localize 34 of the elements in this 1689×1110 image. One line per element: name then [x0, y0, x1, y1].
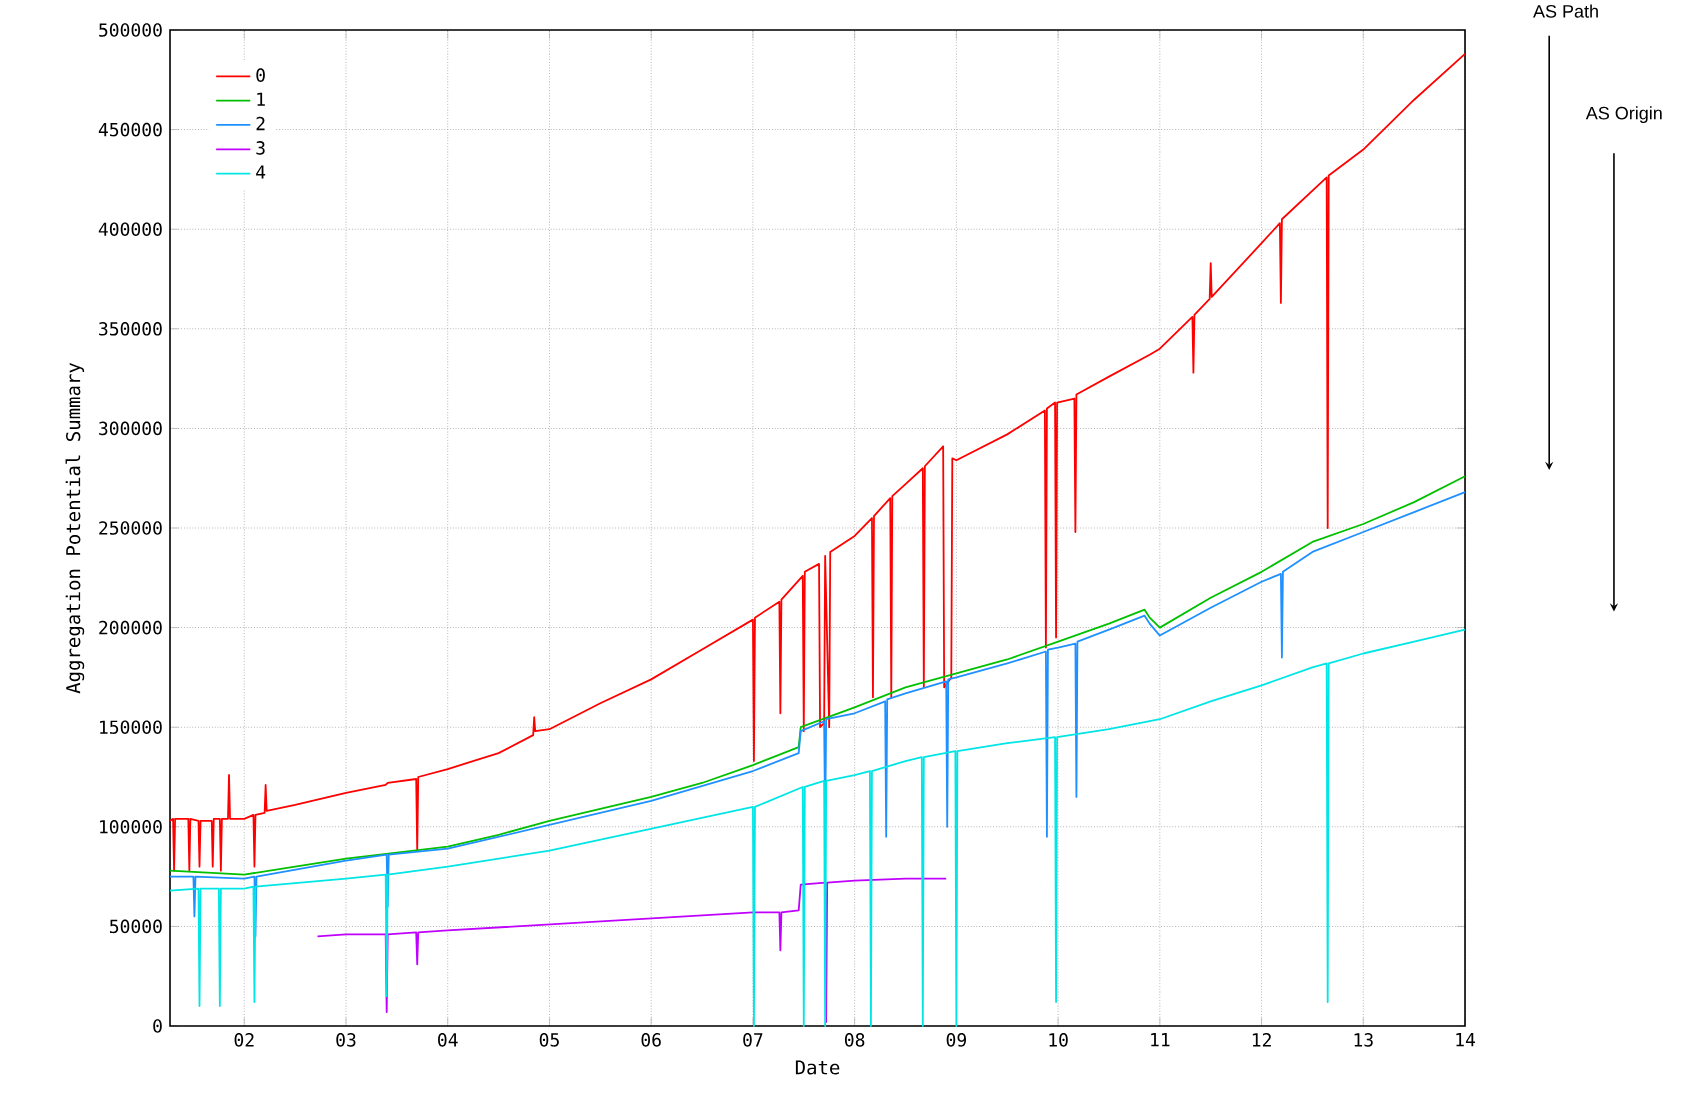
- x-tick-label: 03: [336, 1033, 356, 1047]
- y-axis-title: Aggregation Potential Summary: [65, 362, 85, 694]
- x-tick-label: 09: [946, 1033, 966, 1047]
- x-tick-label: 13: [1354, 1033, 1373, 1047]
- x-tick-label: 04: [438, 1033, 458, 1047]
- y-tick-label: 250000: [99, 521, 162, 535]
- x-tick-label: 06: [641, 1033, 661, 1047]
- y-tick-label: 450000: [98, 122, 162, 137]
- y-tick-label: 350000: [99, 321, 162, 336]
- y-tick-label: 400000: [98, 222, 162, 237]
- y-tick-label: 150000: [100, 720, 162, 735]
- x-tick-label: 05: [539, 1033, 559, 1047]
- text: AS Path: [1533, 4, 1598, 18]
- x-tick-label: 07: [743, 1033, 763, 1047]
- y-tick-label: 500000: [99, 23, 162, 37]
- line-series: [169, 53, 1466, 872]
- y-tick-label: 0: [153, 1019, 162, 1033]
- legend-label: 1: [257, 92, 265, 106]
- x-tick-label: 08: [844, 1033, 865, 1047]
- text: AS Origin: [1585, 106, 1662, 124]
- legend-label: 4: [256, 165, 266, 179]
- legend-label: 0: [256, 68, 265, 82]
- legend-label: 3: [256, 141, 265, 155]
- y-tick-label: 200000: [99, 620, 162, 635]
- y-tick-label: 100000: [100, 819, 162, 834]
- y-tick-label: 300000: [99, 421, 162, 436]
- y-tick-label: 50000: [110, 919, 162, 934]
- x-tick-label: 14: [1456, 1033, 1475, 1047]
- x-tick-label: 11: [1151, 1033, 1170, 1047]
- x-tick-label: 10: [1049, 1033, 1068, 1047]
- x-tick-label: 02: [234, 1033, 254, 1047]
- x-axis-title: Date: [795, 1060, 840, 1075]
- legend-label: 2: [256, 116, 265, 131]
- x-tick-label: 12: [1252, 1033, 1271, 1047]
